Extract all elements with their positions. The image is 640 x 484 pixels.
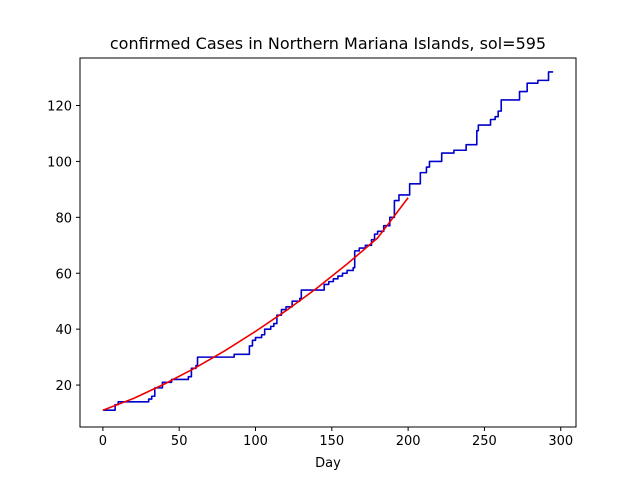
- y-tick-label: 120: [47, 100, 72, 115]
- y-axis-ticks: 20 40 60 80 100 120: [47, 100, 80, 394]
- x-axis-label: Day: [315, 456, 341, 471]
- y-tick-label: 100: [47, 155, 72, 170]
- x-tick-label: 50: [171, 434, 188, 449]
- x-tick-label: 150: [319, 434, 344, 449]
- chart-title: confirmed Cases in Northern Mariana Isla…: [110, 34, 546, 53]
- y-tick-label: 60: [55, 267, 72, 282]
- y-tick-label: 80: [55, 211, 72, 226]
- x-tick-label: 0: [99, 434, 107, 449]
- plot-frame: [79, 57, 577, 428]
- x-tick-label: 200: [396, 434, 421, 449]
- series-line-1: [102, 71, 554, 412]
- series-line-2: [102, 197, 409, 411]
- y-tick-label: 40: [55, 323, 72, 338]
- x-tick-label: 250: [472, 434, 497, 449]
- y-tick-label: 20: [55, 379, 72, 394]
- x-tick-label: 300: [548, 434, 573, 449]
- x-tick-label: 100: [243, 434, 268, 449]
- plot-lines: [102, 71, 554, 412]
- x-axis-ticks: 0 50 100 150 200 250 300: [99, 427, 573, 449]
